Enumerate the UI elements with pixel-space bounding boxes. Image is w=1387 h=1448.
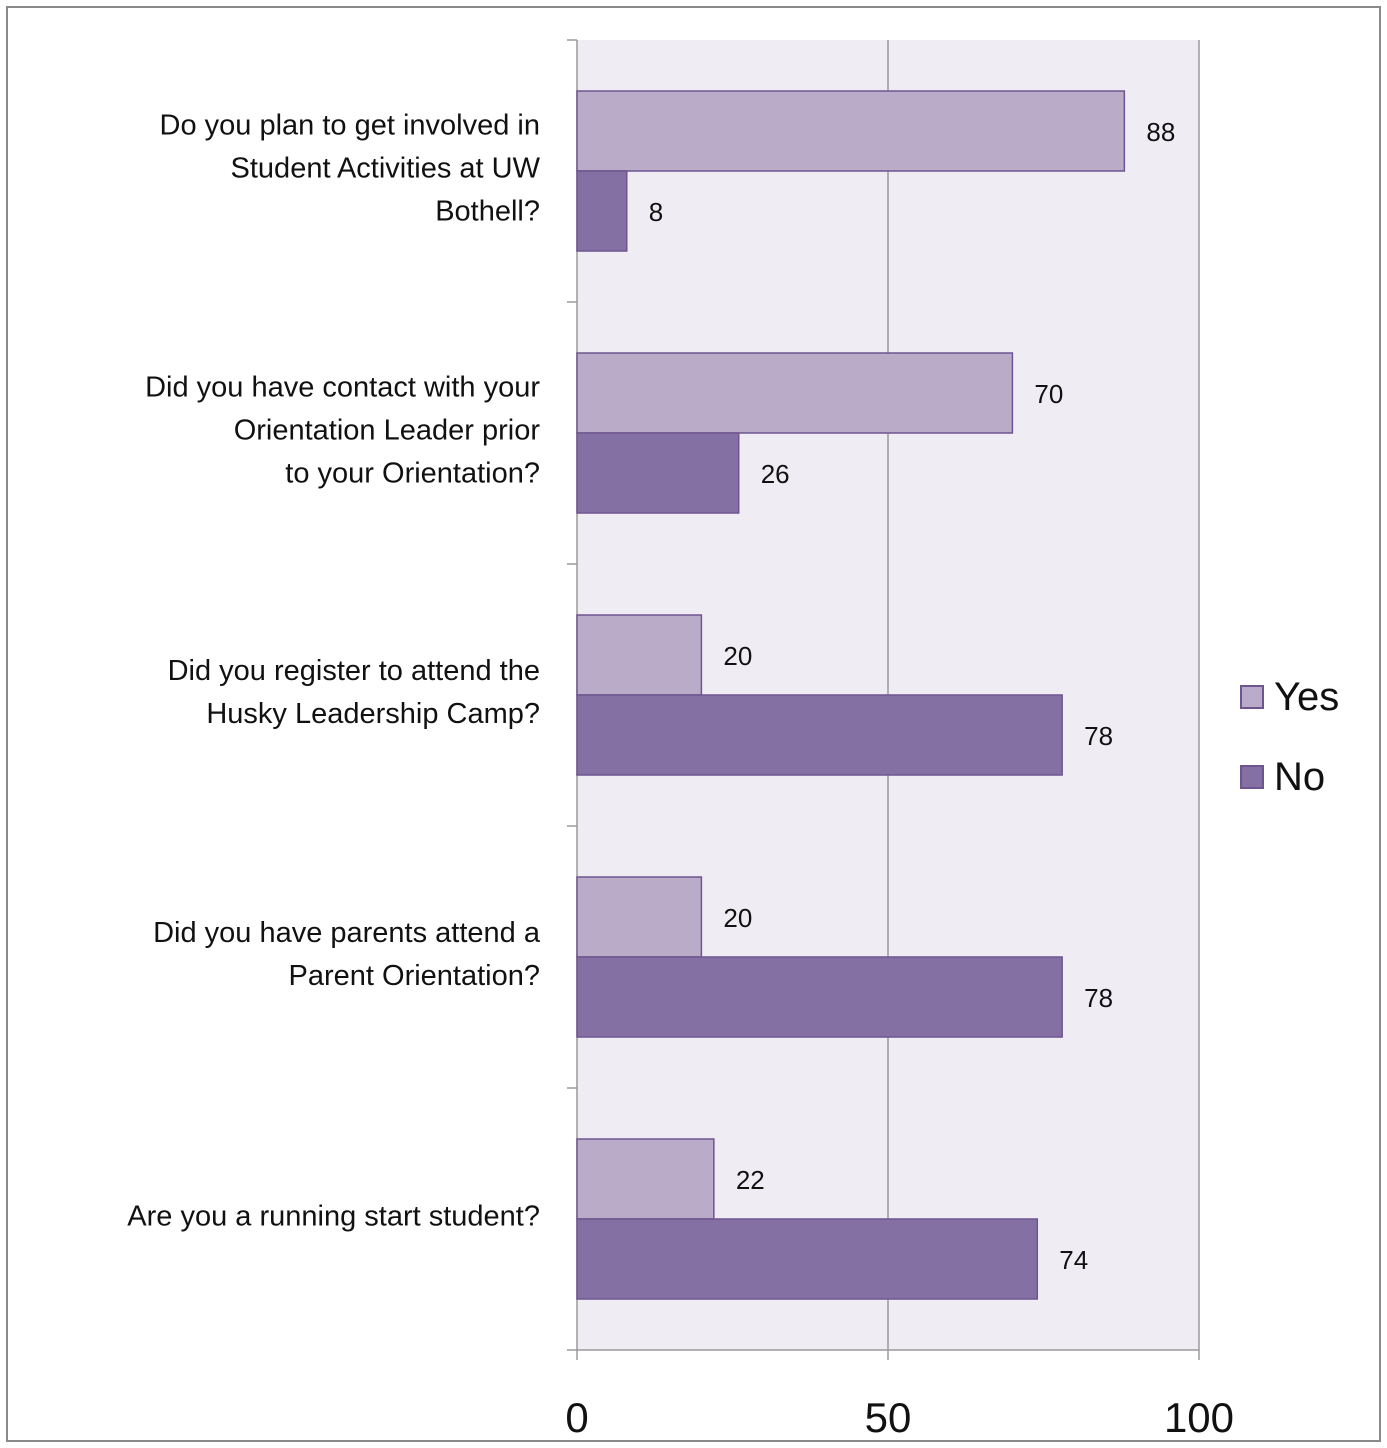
- legend-swatch-yes: [1240, 685, 1264, 709]
- data-label-yes-3: 20: [723, 903, 752, 933]
- category-label-4: Are you a running start student?: [127, 1200, 540, 1233]
- bar-no-0: [576, 170, 628, 252]
- bar-yes-0: [576, 90, 1126, 172]
- data-label-no-0: 8: [649, 197, 663, 227]
- data-label-yes-0: 88: [1146, 117, 1175, 147]
- legend-item-no: No: [1240, 750, 1339, 804]
- data-label-yes-1: 70: [1034, 379, 1063, 409]
- category-label-0: Do you plan to get involved in Student A…: [159, 109, 540, 228]
- legend-swatch-no: [1240, 765, 1264, 789]
- legend-label-no: No: [1274, 754, 1326, 799]
- legend-item-yes: Yes: [1240, 670, 1339, 724]
- data-label-yes-4: 22: [736, 1165, 765, 1195]
- data-label-no-2: 78: [1084, 721, 1113, 751]
- category-label-2: Did you register to attend the Husky Lea…: [167, 655, 540, 730]
- x-tick-label-0: 0: [565, 1394, 588, 1441]
- data-label-yes-2: 20: [723, 641, 752, 671]
- bar-no-4: [576, 1218, 1039, 1300]
- x-tick-label-50: 50: [865, 1394, 912, 1441]
- category-label-1: Did you have contact with your Orientati…: [145, 371, 540, 490]
- legend-label-yes: Yes: [1274, 674, 1340, 719]
- bar-yes-3: [576, 876, 703, 958]
- data-label-no-4: 74: [1059, 1245, 1088, 1275]
- bar-no-2: [576, 694, 1063, 776]
- data-label-no-3: 78: [1084, 983, 1113, 1013]
- bar-yes-2: [576, 614, 703, 696]
- data-label-no-1: 26: [761, 459, 790, 489]
- bar-no-3: [576, 956, 1063, 1038]
- bar-yes-1: [576, 352, 1014, 434]
- bar-yes-4: [576, 1138, 715, 1220]
- bar-no-1: [576, 432, 740, 514]
- category-label-3: Did you have parents attend a Parent Ori…: [153, 917, 540, 992]
- x-tick-label-100: 100: [1164, 1394, 1234, 1441]
- legend: Yes No: [1240, 670, 1339, 830]
